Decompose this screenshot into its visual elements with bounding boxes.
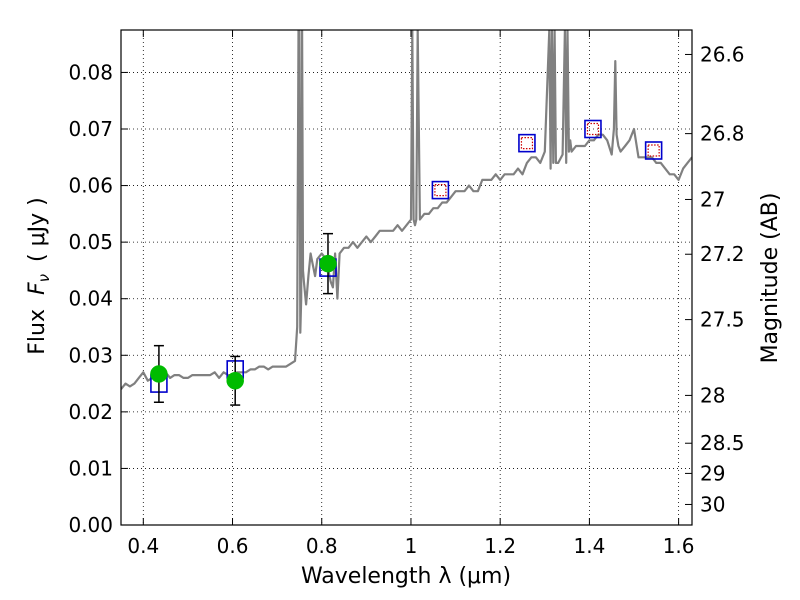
y-tick-label: 0.03 xyxy=(68,343,113,367)
plot-frame xyxy=(120,29,693,526)
x-tick-label: 1.2 xyxy=(484,534,516,558)
x-tick-label: 1 xyxy=(405,534,418,558)
model-photometry-square xyxy=(584,119,602,139)
y-tick-label: 0.05 xyxy=(68,230,113,254)
y-tick-label: 0.02 xyxy=(68,400,113,424)
mag-tick-label: 29 xyxy=(700,461,725,485)
y-tick-label: 0.01 xyxy=(68,456,113,480)
upper-limit-square xyxy=(586,122,600,136)
mag-tick-label: 28 xyxy=(700,383,725,407)
y-axis-title-subscript: ν xyxy=(35,274,53,282)
upper-limit-square xyxy=(434,183,447,197)
observed-point xyxy=(319,254,337,273)
x-tick-label: 0.8 xyxy=(306,534,338,558)
upper-limit-square xyxy=(520,137,534,150)
model-photometry-square xyxy=(644,141,663,160)
y2-axis-title: Magnitude (AB) xyxy=(758,193,783,364)
x-tick-label: 0.6 xyxy=(217,534,249,558)
y-tick-label: 0.06 xyxy=(68,174,113,198)
mag-tick-label: 27.5 xyxy=(700,308,745,332)
y-axis-title: Flux Fν ( μJy ) xyxy=(25,197,53,354)
grid-lines xyxy=(121,30,692,526)
mag-tick-label: 27.2 xyxy=(700,242,745,266)
plot-area xyxy=(121,30,692,406)
y-tick-label: 0.07 xyxy=(68,117,113,141)
x-tick-label: 0.4 xyxy=(127,534,159,558)
mag-tick-label: 27 xyxy=(700,187,725,211)
y-axis-title-prefix: Flux xyxy=(25,309,50,355)
y-axis-title-units: ( μJy ) xyxy=(25,197,50,262)
model-photometry-square xyxy=(431,180,450,200)
mag-tick-label: 30 xyxy=(700,492,725,516)
mag-tick-label: 26.6 xyxy=(700,42,745,66)
y-axis-title-symbol: F xyxy=(25,282,50,295)
model-sed-line xyxy=(121,30,692,390)
x-axis-title: Wavelength λ (μm) xyxy=(301,564,511,589)
x-tick-label: 1.4 xyxy=(573,534,605,558)
model-photometry-square xyxy=(518,133,536,153)
observed-point xyxy=(150,365,168,383)
observed-point xyxy=(226,371,244,390)
x-tick-label: 1.6 xyxy=(663,534,695,558)
y-tick-label: 0.08 xyxy=(68,60,113,84)
y-tick-label: 0.04 xyxy=(68,287,113,311)
axes: 0.4 0.6 0.8 1 1.2 1.4 1.6 0.00 0.01 0.02 0.03 0.04 0… xyxy=(68,29,745,558)
y-tick-label: 0.00 xyxy=(68,513,113,537)
upper-limit-square xyxy=(647,144,660,157)
mag-tick-label: 28.5 xyxy=(700,431,745,455)
mag-tick-label: 26.8 xyxy=(700,122,745,146)
